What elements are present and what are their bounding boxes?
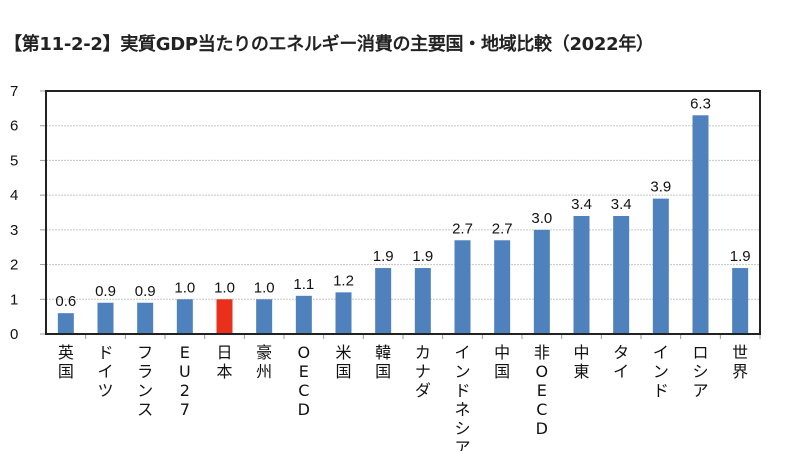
- x-tick-label: ロシア: [692, 343, 708, 400]
- y-tick-label: 4: [10, 187, 18, 204]
- x-tick-label: タイ: [613, 343, 629, 381]
- y-tick-label: 6: [10, 118, 18, 135]
- data-label: 6.3: [690, 95, 711, 112]
- x-tick-label: インド: [653, 343, 669, 400]
- bar: [97, 302, 114, 334]
- bar: [692, 115, 709, 334]
- x-tick-label: 英国: [58, 343, 74, 381]
- data-label: 1.0: [254, 279, 275, 296]
- data-label: 1.9: [373, 248, 394, 265]
- data-label: 3.9: [650, 179, 671, 196]
- data-label: 1.0: [174, 279, 195, 296]
- plot-frame: [45, 90, 761, 335]
- data-label: 3.4: [611, 196, 632, 213]
- x-tick-label: ドイツ: [97, 343, 113, 400]
- data-label: 2.7: [492, 220, 513, 237]
- x-tick-label: 世界: [732, 343, 748, 381]
- y-tick-label: 3: [10, 222, 18, 239]
- y-tick-label: 2: [10, 257, 18, 274]
- y-tick-label: 1: [10, 291, 18, 308]
- x-tick-label: 豪州: [256, 343, 272, 381]
- bar: [454, 240, 471, 334]
- x-tick-label: インドネシア: [454, 343, 470, 451]
- bar: [414, 268, 431, 334]
- bar: [573, 215, 590, 334]
- x-tick-label: フランス: [137, 343, 153, 419]
- bar: [335, 292, 352, 334]
- data-label: 2.7: [452, 220, 473, 237]
- data-label: 1.2: [333, 272, 354, 289]
- bar: [732, 268, 749, 334]
- bar: [295, 295, 312, 334]
- bar: [613, 215, 630, 334]
- bar: [494, 240, 511, 334]
- data-label: 1.0: [214, 279, 235, 296]
- x-tick-label: 中国: [494, 343, 510, 381]
- bar: [57, 313, 74, 334]
- bar: [176, 299, 193, 334]
- bar: [652, 198, 669, 334]
- x-tick-label: 米国: [335, 343, 351, 381]
- bar: [137, 302, 154, 334]
- x-tick-label: 韓国: [375, 343, 391, 381]
- bar: [533, 229, 550, 334]
- y-tick-label: 5: [10, 152, 18, 169]
- data-label: 0.6: [55, 293, 76, 310]
- y-tick-label: 7: [10, 83, 18, 100]
- data-label: 3.0: [531, 210, 552, 227]
- bar: [256, 299, 273, 334]
- chart-title: 【第11-2-2】実質GDP当たりのエネルギー消費の主要国・地域比較（2022年…: [4, 34, 654, 55]
- data-label: 3.4: [571, 196, 592, 213]
- data-label: 1.9: [730, 248, 751, 265]
- x-tick-label: 中東: [573, 343, 589, 381]
- bar: [216, 299, 233, 334]
- x-tick-label: 日本: [216, 343, 232, 381]
- bar: [375, 268, 392, 334]
- data-label: 1.9: [412, 248, 433, 265]
- data-label: 0.9: [95, 283, 116, 300]
- data-label: 0.9: [135, 283, 156, 300]
- y-tick-label: 0: [10, 326, 18, 343]
- x-tick-label: カナダ: [415, 343, 431, 400]
- data-label: 1.1: [293, 276, 314, 293]
